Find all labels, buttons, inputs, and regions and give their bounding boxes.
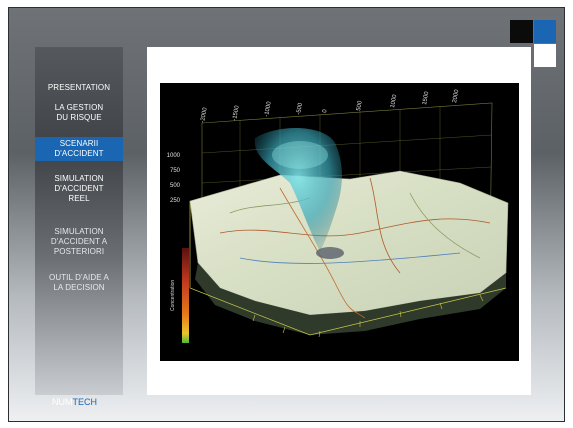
terrain-surface — [189, 170, 509, 316]
decor-square-blue — [534, 20, 556, 43]
nav-label: D'ACCIDENT — [54, 149, 104, 158]
axis-box-front — [189, 201, 507, 336]
nav-item-presentation[interactable]: PRESENTATION — [35, 83, 123, 93]
z-axis-labels: 1000 750 500 250 — [167, 153, 181, 204]
tick-label: 500 — [356, 100, 364, 112]
decor-square-white — [534, 44, 556, 67]
nav-label: REEL — [68, 194, 90, 203]
nav-item-simulation-posteriori[interactable]: SIMULATION D'ACCIDENT A POSTERIORI — [35, 227, 123, 257]
decor-square-black — [510, 20, 533, 43]
nav-item-scenarii-accident[interactable]: SCENARII D'ACCIDENT — [35, 137, 123, 161]
colorbar — [182, 248, 189, 343]
tick-label: 1500 — [422, 91, 430, 106]
nav-item-outil-decision[interactable]: OUTIL D'AIDE A LA DECISION — [35, 273, 123, 293]
tick-label: -1000 — [264, 101, 273, 118]
colorbar-title: Concentration — [170, 280, 176, 311]
nav-label: OUTIL D'AIDE A — [49, 273, 109, 282]
nav-item-gestion-risque[interactable]: LA GESTION DU RISQUE — [35, 103, 123, 123]
nav-label: D'ACCIDENT A — [50, 237, 108, 246]
logo-part-tech: TECH — [72, 397, 98, 407]
nav-label: SCENARII — [59, 139, 99, 148]
bottom-axis-ticks — [252, 294, 484, 338]
tick-label: 0 — [322, 108, 329, 113]
top-axis-labels: -2000 -1500 -1000 -500 0 500 1000 1500 2… — [200, 89, 460, 124]
nav-item-simulation-reel[interactable]: SIMULATION D'ACCIDENT REEL — [35, 174, 123, 204]
tick-label: -2000 — [200, 107, 209, 124]
nav-label: D'ACCIDENT — [54, 184, 104, 193]
nav-label: POSTERIORI — [53, 247, 105, 256]
tick-label: 750 — [170, 168, 181, 174]
nav-label: SIMULATION — [54, 227, 104, 236]
dispersion-3d-figure: -2000 -1500 -1000 -500 0 500 1000 1500 2… — [160, 83, 519, 361]
nav-label: LA GESTION — [54, 103, 104, 112]
terrain-plot: -2000 -1500 -1000 -500 0 500 1000 1500 2… — [167, 89, 509, 343]
nav-label: DU RISQUE — [56, 113, 102, 122]
nav-label: PRESENTATION — [47, 83, 111, 92]
logo-part-num: NUM — [52, 397, 73, 407]
nav-label: LA DECISION — [53, 283, 105, 292]
tick-label: 1000 — [390, 94, 398, 109]
tick-label: 2000 — [452, 89, 460, 104]
numtech-logo: NUMTECH — [52, 397, 97, 408]
tick-label: 1000 — [167, 153, 181, 159]
plume-core — [272, 141, 328, 169]
tick-label: -1500 — [232, 105, 241, 122]
tick-label: 250 — [170, 198, 181, 204]
pollutant-plume — [254, 127, 342, 251]
sidebar-nav: PRESENTATION LA GESTION DU RISQUE SCENAR… — [35, 47, 123, 395]
tick-label: -500 — [296, 102, 304, 116]
nav-label: SIMULATION — [54, 174, 104, 183]
terrain-edge — [195, 263, 506, 335]
town-area — [316, 247, 344, 259]
tick-label: 500 — [170, 183, 181, 189]
content-panel: -2000 -1500 -1000 -500 0 500 1000 1500 2… — [147, 47, 531, 395]
